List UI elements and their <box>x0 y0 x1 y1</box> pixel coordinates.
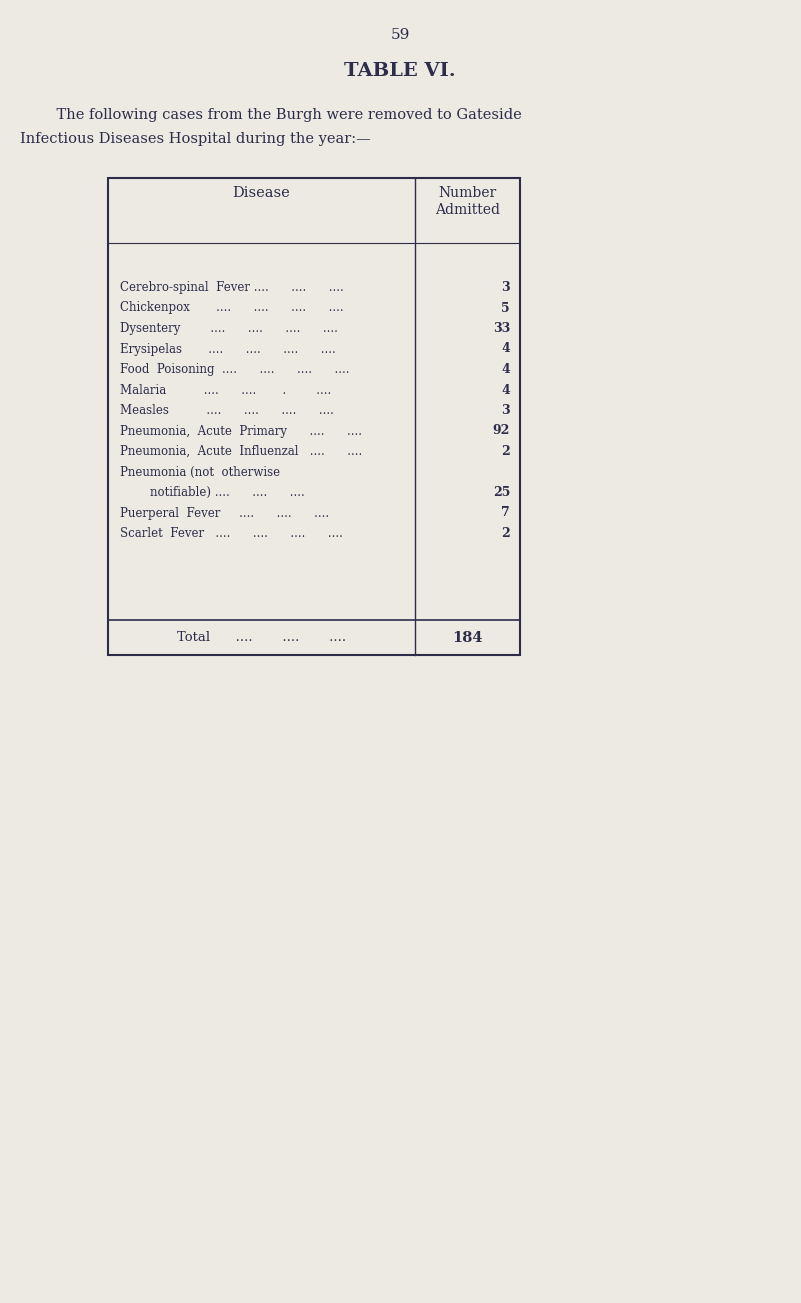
Text: 4: 4 <box>501 383 510 396</box>
Text: Chickenpox       ....      ....      ....      ....: Chickenpox .... .... .... .... <box>120 301 344 314</box>
Text: 2: 2 <box>501 526 510 539</box>
Text: TABLE VI.: TABLE VI. <box>344 63 456 79</box>
Text: Number
Admitted: Number Admitted <box>435 186 500 218</box>
Text: 5: 5 <box>501 301 510 314</box>
Text: Cerebro-spinal  Fever ....      ....      ....: Cerebro-spinal Fever .... .... .... <box>120 281 344 294</box>
Text: notifiable) ....      ....      ....: notifiable) .... .... .... <box>120 486 304 499</box>
Text: Puerperal  Fever     ....      ....      ....: Puerperal Fever .... .... .... <box>120 507 329 520</box>
Text: The following cases from the Burgh were removed to Gateside: The following cases from the Burgh were … <box>38 108 521 122</box>
Text: Pneumonia,  Acute  Influenzal   ....      ....: Pneumonia, Acute Influenzal .... .... <box>120 446 362 457</box>
Text: Pneumonia (not  otherwise: Pneumonia (not otherwise <box>120 465 280 478</box>
Text: Pneumonia,  Acute  Primary      ....      ....: Pneumonia, Acute Primary .... .... <box>120 425 362 438</box>
Text: Erysipelas       ....      ....      ....      ....: Erysipelas .... .... .... .... <box>120 343 336 356</box>
Text: 25: 25 <box>493 486 510 499</box>
Text: Dysentery        ....      ....      ....      ....: Dysentery .... .... .... .... <box>120 322 338 335</box>
Text: Scarlet  Fever   ....      ....      ....      ....: Scarlet Fever .... .... .... .... <box>120 526 343 539</box>
Text: Malaria          ....      ....       .        ....: Malaria .... .... . .... <box>120 383 332 396</box>
Text: 59: 59 <box>390 27 409 42</box>
Text: 2: 2 <box>501 446 510 457</box>
Text: Total      ....       ....       ....: Total .... .... .... <box>177 631 346 644</box>
Text: 184: 184 <box>453 631 483 645</box>
Text: Infectious Diseases Hospital during the year:—: Infectious Diseases Hospital during the … <box>20 132 371 146</box>
Text: 4: 4 <box>501 343 510 356</box>
Text: Food  Poisoning  ....      ....      ....      ....: Food Poisoning .... .... .... .... <box>120 364 349 377</box>
Text: Measles          ....      ....      ....      ....: Measles .... .... .... .... <box>120 404 334 417</box>
Text: 7: 7 <box>501 507 510 520</box>
Text: Disease: Disease <box>232 186 291 199</box>
Bar <box>108 179 520 655</box>
Text: 3: 3 <box>501 404 510 417</box>
Text: 33: 33 <box>493 322 510 335</box>
Text: 92: 92 <box>493 425 510 438</box>
Text: 4: 4 <box>501 364 510 377</box>
Text: 3: 3 <box>501 281 510 294</box>
